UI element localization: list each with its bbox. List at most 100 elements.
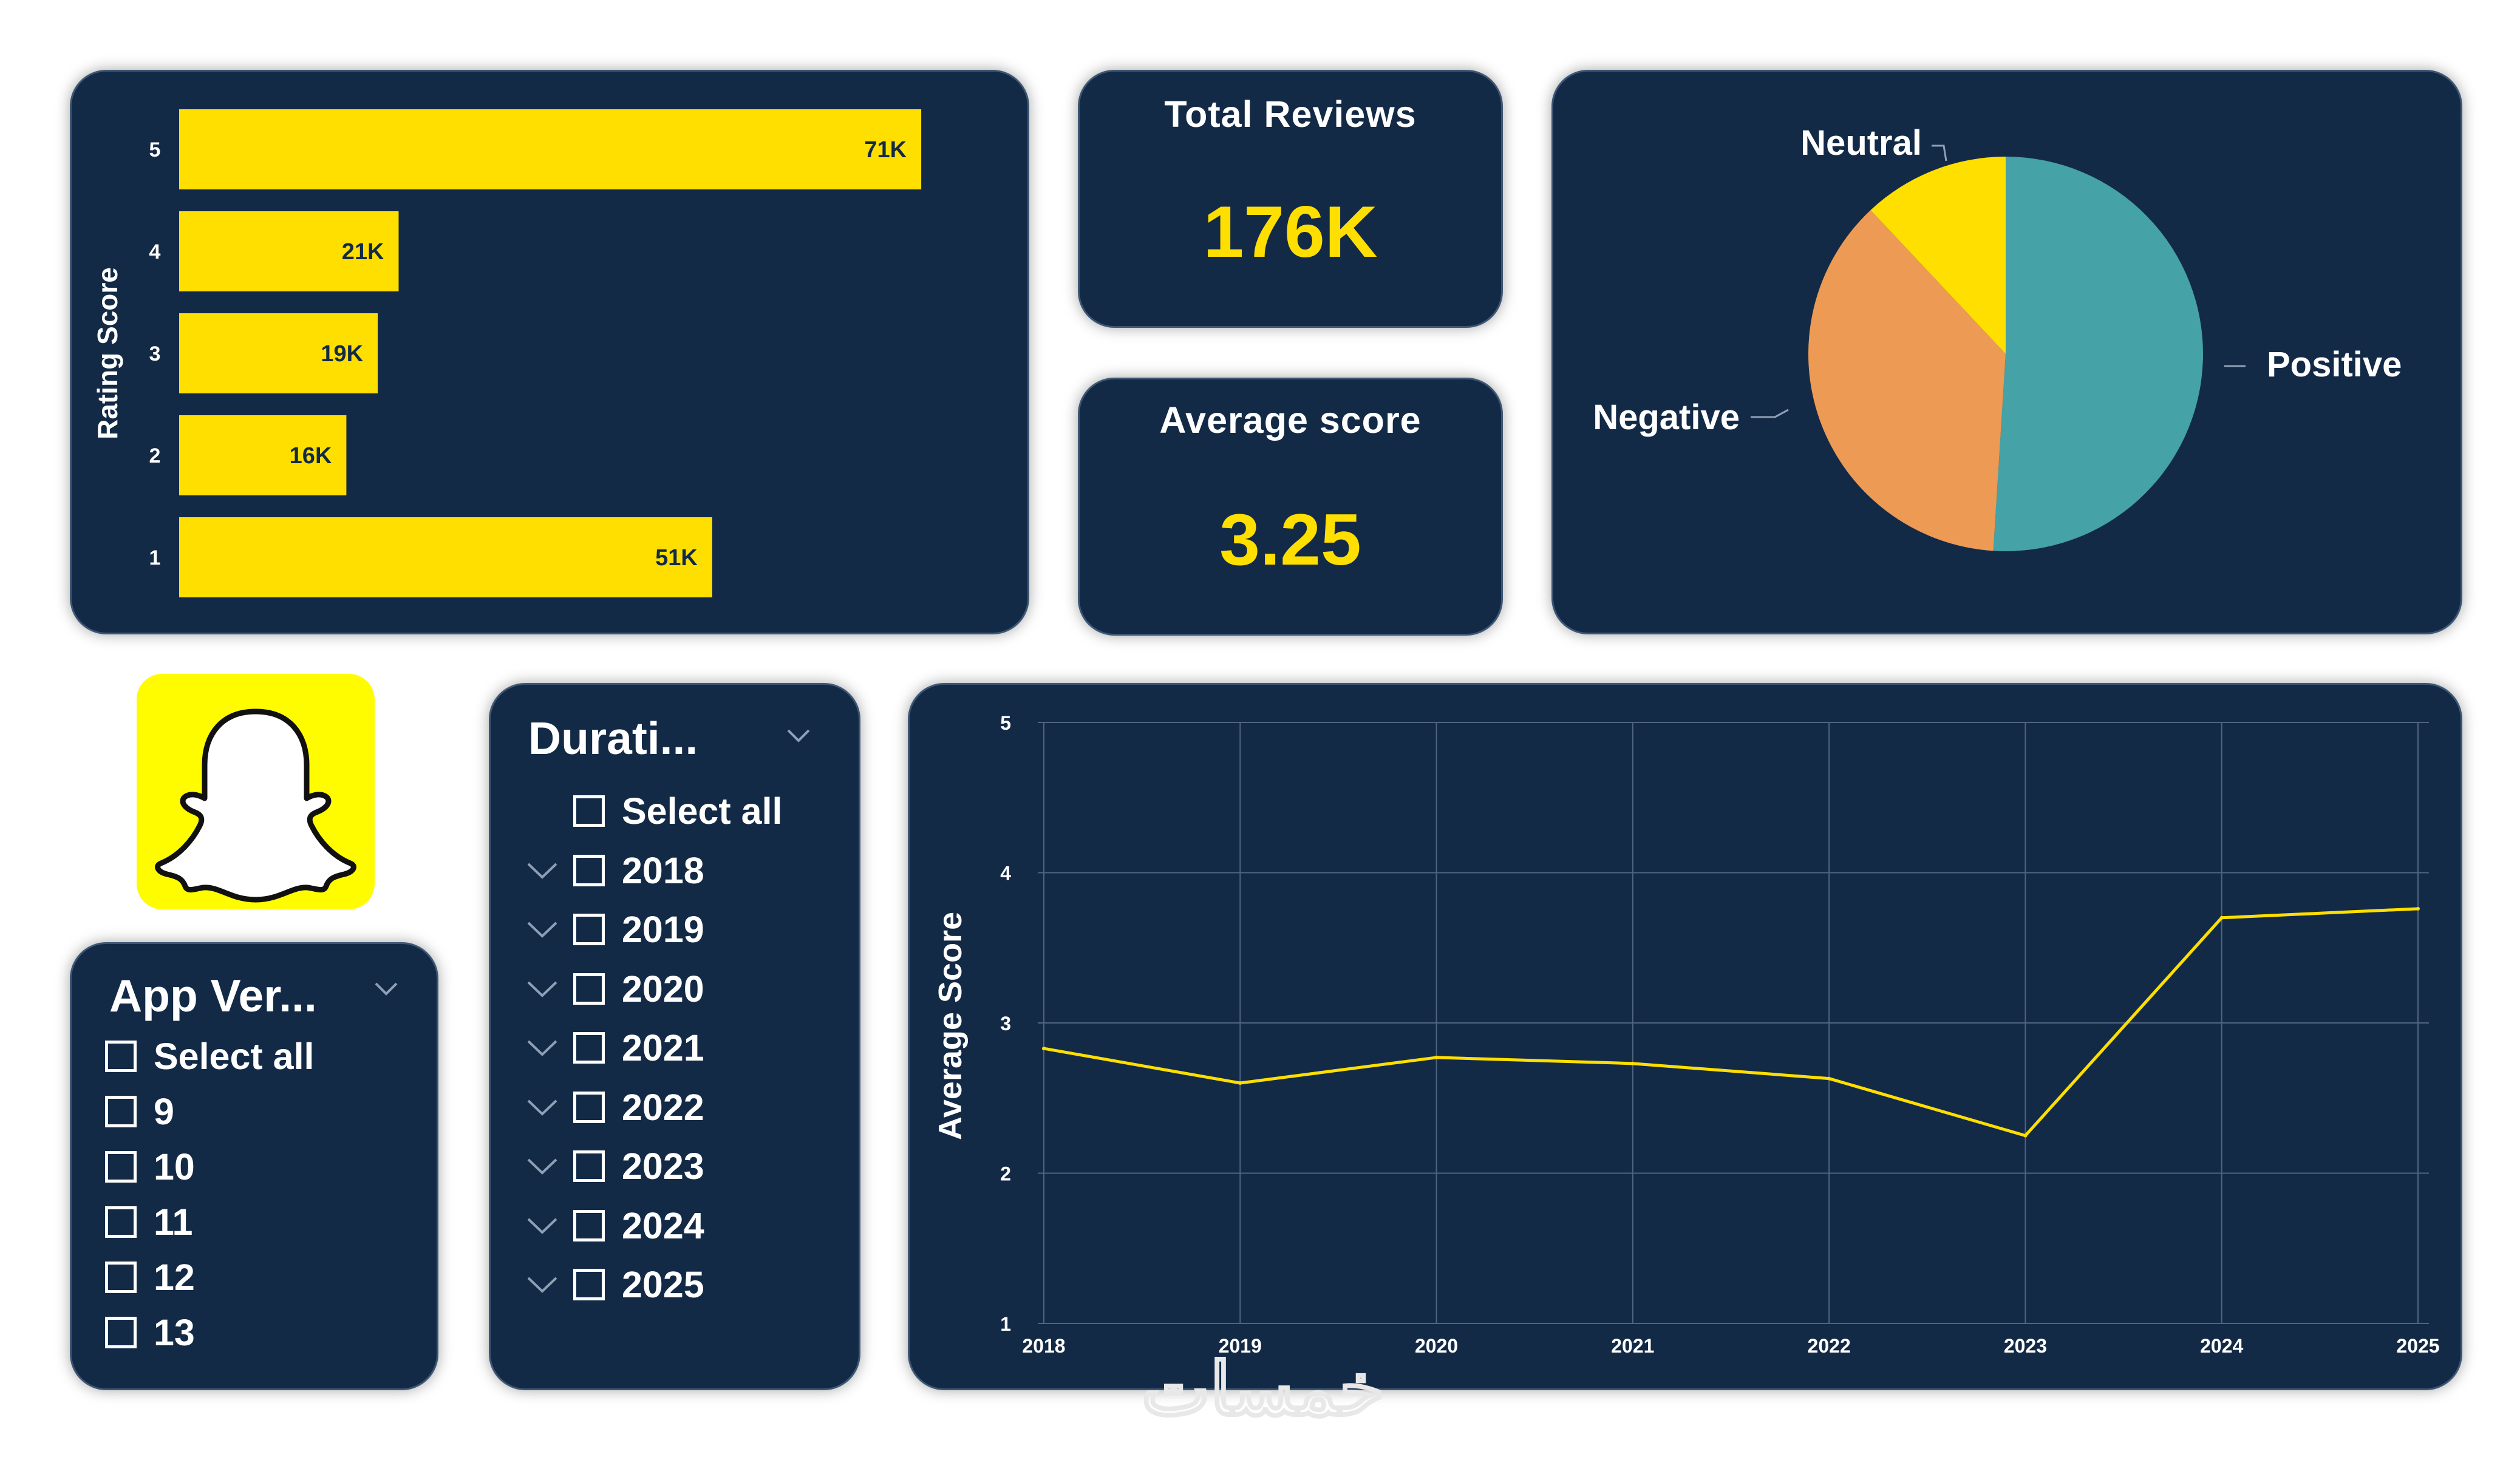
average-score-series-line [1043,907,2419,1138]
x-tick-label: 2018 [1022,1335,1065,1357]
total-reviews-card: Total Reviews 176K [1078,70,1503,328]
rating-tick-label: 2 [149,444,161,467]
chevron-down-icon[interactable] [526,1039,559,1057]
slicer-item[interactable]: Select all [526,790,783,832]
slicer-item[interactable]: 9 [105,1090,174,1133]
rating-tick-label: 4 [149,240,161,263]
duration-slicer-title: Durati... [528,713,698,764]
slicer-item-label: 2019 [622,909,704,950]
line-data-point [1630,1061,1635,1065]
chevron-down-icon[interactable] [526,1157,559,1175]
rating-bar [179,109,922,189]
checkbox[interactable] [105,1096,137,1127]
rating-bar-data-label: 71K [864,137,907,163]
chevron-down-icon[interactable] [526,980,559,998]
chevron-down-icon[interactable] [526,920,559,939]
slicer-item-label: 13 [154,1312,195,1353]
rating-bar-data-label: 21K [342,239,384,265]
chevron-down-icon[interactable] [526,861,559,880]
pie-leader-line [1751,409,1789,418]
line-data-point [2219,915,2224,920]
chevron-down-icon[interactable] [526,1098,559,1116]
app-version-slicer: App Ver... Select all 9 10 11 12 13 [70,942,438,1390]
checkbox[interactable] [573,1150,605,1182]
slicer-item-label: 2024 [622,1204,704,1246]
checkbox[interactable] [573,1209,605,1241]
x-tick-label: 2024 [2200,1335,2243,1357]
rating-tick-label: 1 [149,546,161,569]
x-tick-label: 2019 [1219,1335,1262,1357]
slicer-item[interactable]: 2023 [526,1145,704,1187]
checkbox[interactable] [573,1032,605,1064]
slicer-item[interactable]: 2019 [526,908,704,951]
slicer-item[interactable]: 2018 [526,849,704,892]
chevron-down-icon[interactable] [786,728,811,743]
pie-label-neutral: Neutral [1800,123,1922,163]
checkbox[interactable] [573,854,605,886]
rating-bar [179,517,712,597]
checkbox[interactable] [573,1091,605,1123]
slicer-item[interactable]: 2022 [526,1086,704,1129]
x-tick-label: 2020 [1415,1335,1458,1357]
snapchat-logo [137,674,375,909]
app-version-slicer-title: App Ver... [109,970,317,1021]
slicer-item-label: 2020 [622,968,704,1010]
total-reviews-title: Total Reviews [1164,93,1417,135]
y-tick-label: 1 [1000,1313,1011,1335]
slicer-item[interactable]: 2021 [526,1027,704,1069]
average-score-card: Average score 3.25 [1078,378,1503,636]
chevron-down-icon[interactable] [374,982,398,996]
chevron-down-icon [526,802,559,820]
slicer-item-label: 2023 [622,1146,704,1187]
line-data-point [2416,906,2420,911]
rating-bar [179,313,378,393]
checkbox[interactable] [105,1317,137,1348]
chevron-down-icon[interactable] [526,1275,559,1294]
x-tick-label: 2022 [1808,1335,1851,1357]
slicer-item[interactable]: 13 [105,1311,195,1354]
slicer-item[interactable]: 11 [105,1201,193,1243]
y-tick-label: 2 [1000,1163,1011,1185]
slicer-item-label: 10 [154,1146,195,1187]
slicer-item[interactable]: 2020 [526,968,704,1010]
checkbox[interactable] [573,795,605,827]
pie-slice-negative [1808,210,2006,551]
x-tick-label: 2023 [2004,1335,2047,1357]
average-score-value: 3.25 [1219,499,1361,580]
line-data-point [1827,1076,1831,1081]
slicer-item-label: Select all [154,1036,315,1077]
score-trend-card: 1 2 3 4 5 2018 2019 2020 2021 2022 2023 2024 2025 Ave… [908,683,2462,1390]
checkbox[interactable] [105,1151,137,1183]
rating-tick-label: 3 [149,342,161,365]
line-data-point [1238,1081,1242,1085]
rating-tick-label: 5 [149,138,161,161]
rating-bar-data-label: 51K [655,545,698,571]
slicer-item[interactable]: 10 [105,1146,195,1188]
slicer-item-label: 2025 [622,1264,704,1305]
rating-bar-data-label: 16K [290,443,332,469]
checkbox[interactable] [105,1041,137,1072]
x-tick-label: 2021 [1611,1335,1654,1357]
slicer-item-label: 2021 [622,1027,704,1068]
checkbox[interactable] [105,1262,137,1293]
slicer-item[interactable]: Select all [105,1035,315,1078]
y-tick-label: 4 [1000,863,1011,885]
checkbox[interactable] [573,973,605,1005]
slicer-item-label: 2022 [622,1086,704,1128]
slicer-item[interactable]: 2024 [526,1204,704,1247]
y-tick-label: 5 [1000,712,1011,734]
slicer-item[interactable]: 12 [105,1256,195,1299]
duration-slicer: Durati... Select all 2018 2019 2020 2021 2022… [489,683,860,1390]
rating-bar [179,211,399,291]
checkbox[interactable] [105,1206,137,1238]
rating-bar [179,415,347,495]
chevron-down-icon[interactable] [526,1217,559,1235]
average-score-line-chart: 1 2 3 4 5 2018 2019 2020 2021 2022 2023 2024 2025 Ave… [932,712,2440,1357]
slicer-item-label: 9 [154,1091,174,1132]
slicer-item-label: Select all [622,790,783,832]
pie-slice-neutral [1870,157,2006,354]
slicer-item[interactable]: 2025 [526,1263,704,1306]
checkbox[interactable] [573,1269,605,1300]
pie-label-negative: Negative [1593,398,1740,437]
checkbox[interactable] [573,914,605,945]
